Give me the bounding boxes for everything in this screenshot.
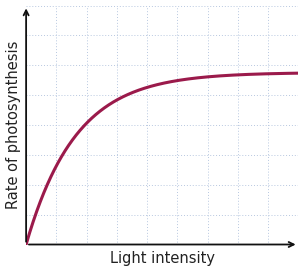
Y-axis label: Rate of photosynthesis: Rate of photosynthesis — [5, 41, 21, 209]
X-axis label: Light intensity: Light intensity — [110, 251, 215, 267]
